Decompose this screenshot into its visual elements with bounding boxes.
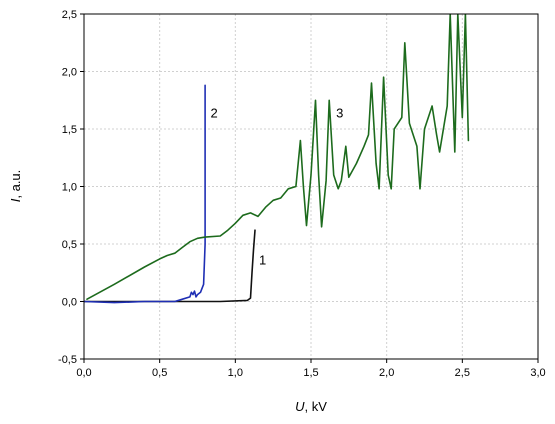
y-tick-label: 1,0 bbox=[62, 182, 77, 194]
y-tick-label: 0,0 bbox=[62, 297, 77, 309]
series-line-3 bbox=[86, 14, 470, 300]
series-line-1 bbox=[84, 229, 256, 303]
x-tick-label: 1,0 bbox=[228, 367, 243, 379]
x-tick-label: 3,0 bbox=[530, 367, 545, 379]
x-axis-unit: , kV bbox=[304, 399, 327, 414]
grid bbox=[84, 14, 538, 359]
x-tick-label: 0,5 bbox=[152, 367, 167, 379]
curve-label-2: 2 bbox=[211, 106, 218, 121]
y-tick-label: 2,0 bbox=[62, 67, 77, 79]
x-axis-title: U, kV bbox=[295, 399, 327, 414]
series-line-2 bbox=[84, 84, 206, 304]
y-axis-symbol: I bbox=[8, 198, 23, 202]
x-tick-label: 2,5 bbox=[455, 367, 470, 379]
y-tick-label: 1,5 bbox=[62, 124, 77, 136]
curve-label-3: 3 bbox=[336, 106, 343, 121]
x-tick-label: 2,0 bbox=[379, 367, 394, 379]
x-tick-label: 1,5 bbox=[303, 367, 318, 379]
y-axis-title: I, a.u. bbox=[8, 170, 23, 203]
x-axis-symbol: U bbox=[295, 399, 305, 414]
ticks: 0,0 0,5 1,0 1,5 2,0 2,5 3,0-0,50,00,51,01,52,0… bbox=[58, 9, 546, 379]
y-axis-unit: , a.u. bbox=[8, 170, 23, 199]
x-tick-label: 0,0 bbox=[76, 367, 91, 379]
curve-label-1: 1 bbox=[259, 253, 266, 268]
y-tick-label: 2,5 bbox=[62, 9, 77, 21]
y-tick-label: -0,5 bbox=[58, 354, 77, 366]
y-tick-label: 0,5 bbox=[62, 239, 77, 251]
annotations: 1 2 3 bbox=[211, 106, 344, 268]
series-group bbox=[84, 14, 470, 304]
